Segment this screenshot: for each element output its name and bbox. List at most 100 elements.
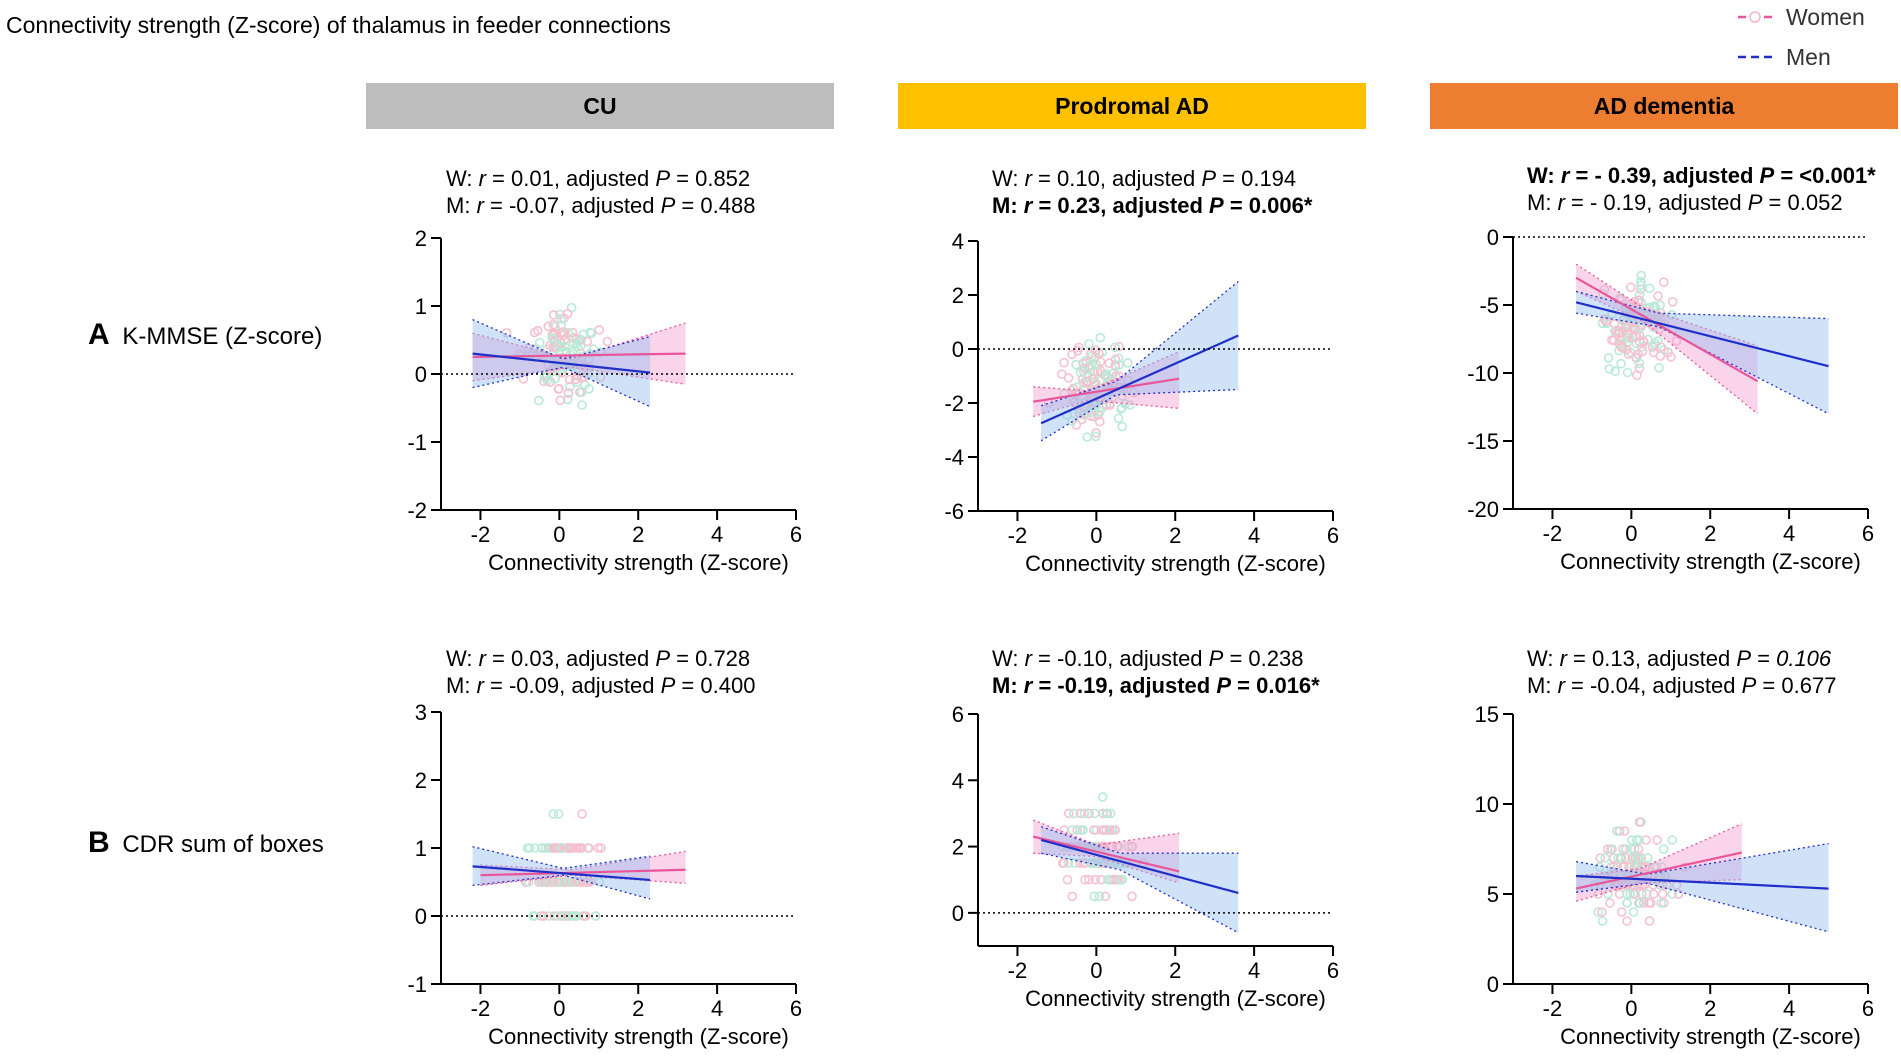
- ci-lower-men: [472, 366, 651, 408]
- sex-prefix: W:: [446, 166, 479, 191]
- stat-line-m-r0c1: M: r = 0.23, adjusted P = 0.006*: [992, 192, 1312, 219]
- scatter-point: [1616, 907, 1627, 917]
- stat-line-m-r1c2: M: r = -0.04, adjusted P = 0.677: [1527, 672, 1836, 699]
- scatter-point: [1075, 825, 1086, 835]
- equals: =: [1223, 193, 1249, 218]
- ci-upper-men: [1040, 280, 1239, 407]
- scatter-point: [1613, 853, 1623, 863]
- scatter-point: [1082, 432, 1092, 442]
- scatter-point: [556, 313, 567, 324]
- scatter-point: [1667, 309, 1677, 320]
- scatter-point: [1096, 874, 1106, 885]
- x-tick-label: 2: [632, 522, 644, 547]
- scatter-point: [1673, 889, 1684, 899]
- r-symbol: r: [1023, 673, 1033, 698]
- y-tick-label: 6: [952, 702, 964, 727]
- scatter-point: [562, 843, 572, 853]
- legend-women: Women: [1738, 2, 1865, 32]
- p-value: 0.400: [700, 673, 756, 698]
- scatter-point: [1084, 339, 1094, 349]
- fit-line-women: [1575, 276, 1759, 383]
- equals: =: [1756, 673, 1782, 698]
- x-tick-label: 2: [1704, 996, 1716, 1021]
- scatter-point: [518, 373, 529, 384]
- sex-prefix: W:: [992, 166, 1025, 191]
- scatter-point: [602, 336, 613, 347]
- fit-line-women: [1575, 851, 1743, 890]
- scatter-point: [1655, 300, 1665, 310]
- group-header-ad-dementia: AD dementia: [1430, 83, 1898, 129]
- r-symbol: r: [1557, 673, 1565, 698]
- r-symbol: r: [476, 673, 484, 698]
- scatter-point: [1630, 862, 1641, 872]
- scatter-point: [1097, 792, 1108, 802]
- scatter-point: [576, 387, 587, 398]
- scatter-point: [571, 877, 582, 887]
- fit-line-men: [1576, 874, 1829, 890]
- scatter-point: [582, 336, 593, 347]
- r-symbol: r: [1024, 646, 1032, 671]
- scatter-point: [584, 843, 594, 853]
- p-value: 0.728: [695, 646, 751, 671]
- scatter-point: [1598, 871, 1609, 881]
- r-value: = -0.19, adjusted: [1032, 673, 1217, 698]
- x-tick-label: -2: [1543, 996, 1563, 1021]
- scatter-point: [1658, 889, 1668, 899]
- scatter-point: [1611, 880, 1622, 890]
- p-symbol: P: [655, 646, 671, 671]
- scatter-point: [1105, 808, 1116, 819]
- stat-line-m-r1c0: M: r = -0.09, adjusted P = 0.400: [446, 672, 755, 699]
- scatter-point: [1671, 336, 1682, 346]
- scatter-point: [1117, 874, 1128, 885]
- scatter-point: [579, 372, 590, 382]
- scatter-point: [1621, 322, 1631, 333]
- x-tick-label: 6: [790, 522, 802, 547]
- stat-line-w-r0c0: W: r = 0.01, adjusted P = 0.852: [446, 165, 750, 192]
- scatter-point: [1628, 907, 1639, 917]
- sex-prefix: M:: [992, 673, 1024, 698]
- y-tick-label: 5: [1487, 882, 1499, 907]
- y-tick-label: 0: [415, 362, 427, 387]
- scatter-point: [584, 363, 594, 373]
- equals: =: [1762, 190, 1788, 215]
- scatter-point: [1087, 374, 1098, 385]
- scatter-point: [558, 330, 569, 340]
- scatter-point: [1656, 342, 1666, 352]
- scatter-point: [1067, 416, 1077, 426]
- equals: =: [1774, 163, 1800, 188]
- r-value: = 0.23, adjusted: [1032, 193, 1210, 218]
- stat-line-m-r0c2: M: r = - 0.19, adjusted P = 0.052: [1527, 189, 1843, 216]
- scatter-point: [1069, 858, 1080, 868]
- scatter-point: [545, 843, 555, 853]
- scatter-point: [1082, 372, 1092, 382]
- scatter-point: [1679, 862, 1690, 872]
- y-tick-label: -20: [1467, 497, 1499, 522]
- scatter-point: [1616, 358, 1626, 369]
- y-tick-label: -5: [1479, 293, 1499, 318]
- x-tick-label: 2: [1169, 958, 1181, 983]
- x-tick-label: 0: [1090, 958, 1102, 983]
- scatter-point: [1095, 406, 1105, 417]
- x-axis-label: Connectivity strength (Z-score): [1025, 551, 1326, 576]
- scatter-point: [548, 310, 559, 320]
- r-symbol: r: [476, 193, 484, 218]
- row-label-b: B CDR sum of boxes: [88, 826, 324, 860]
- stat-line-m-r0c0: M: r = -0.07, adjusted P = 0.488: [446, 192, 755, 219]
- scatter-point: [1127, 891, 1137, 902]
- scatter-point: [520, 877, 531, 887]
- p-value: 0.852: [695, 166, 751, 191]
- scatter-point: [579, 363, 590, 373]
- p-value: 0.677: [1781, 673, 1837, 698]
- sex-prefix: M:: [1527, 673, 1558, 698]
- scatter-point: [1601, 316, 1611, 326]
- r-value: = -0.04, adjusted: [1564, 673, 1742, 698]
- r-value: = - 0.39, adjusted: [1569, 163, 1760, 188]
- scatter-point: [573, 371, 583, 381]
- ci-band-men: [1576, 291, 1829, 414]
- scatter-point: [1063, 858, 1074, 868]
- legend-men-label: Men: [1786, 43, 1831, 70]
- ci-upper-women: [472, 322, 686, 360]
- scatter-point: [1117, 390, 1127, 401]
- y-tick-label: 0: [415, 904, 427, 929]
- equals: =: [675, 193, 701, 218]
